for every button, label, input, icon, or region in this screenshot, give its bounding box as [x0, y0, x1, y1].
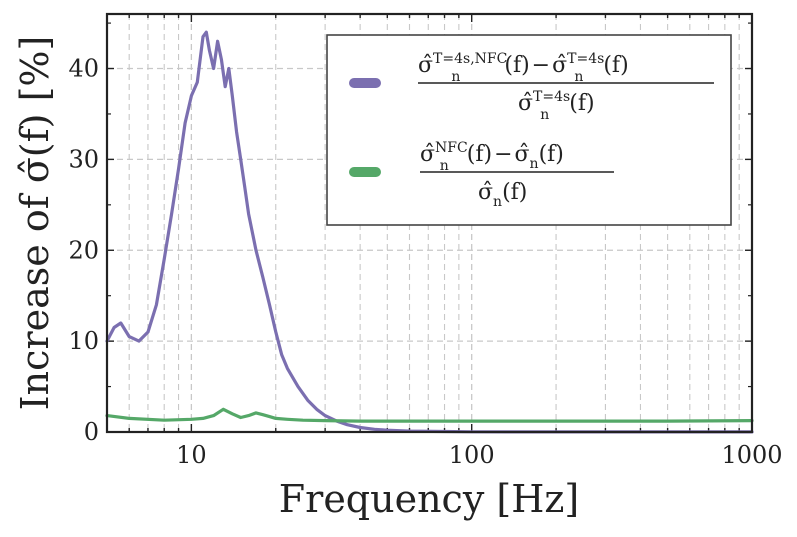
x-tick-label: 100: [449, 441, 495, 469]
y-tick-label: 20: [68, 236, 99, 264]
x-tick-label: 1000: [721, 441, 782, 469]
legend-frame: [326, 34, 732, 226]
y-tick-label: 10: [68, 327, 99, 355]
y-tick-label: 0: [84, 418, 99, 446]
series-line-1: [105, 30, 754, 434]
ticks-layer: 10 100 1000 0 10 20 30 40: [68, 14, 783, 469]
y-axis-title: Increase of σ̂(f) [%]: [13, 36, 57, 411]
svg-text:σ̂n(f): σ̂n(f): [478, 180, 527, 210]
legend: σ̂T=4s,NFC n (f)−σ̂T=4s n (f) σ̂T=4s n (f) σ̂N…: [326, 34, 732, 226]
plot-frame: [105, 12, 754, 434]
series-line-2: [105, 407, 754, 423]
y-tick-label: 30: [68, 145, 99, 173]
legend-entry-2-formula: σ̂NFC n (f)−σ̂n(f) σ̂n(f): [420, 140, 614, 210]
svg-text:σ̂T=4sn(f): σ̂T=4s n (f): [518, 89, 595, 123]
y-tick-label: 40: [68, 55, 99, 83]
x-tick-label: 10: [176, 441, 207, 469]
series-layer: [105, 30, 754, 434]
legend-entry-1-formula: σ̂T=4s,NFC n (f)−σ̂T=4s n (f) σ̂T=4s n (f): [418, 51, 714, 123]
x-axis-title: Frequency [Hz]: [279, 477, 579, 521]
